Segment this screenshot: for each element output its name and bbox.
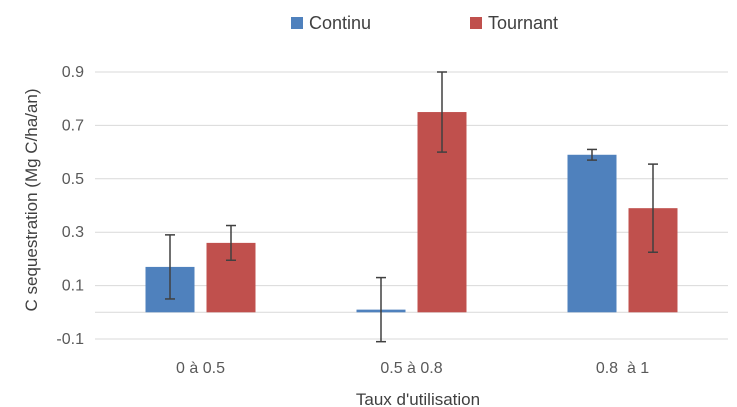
- y-tick-label: 0.1: [62, 278, 84, 295]
- legend-item-tournant: Tournant: [470, 10, 558, 36]
- legend-swatch-tournant: [470, 17, 482, 29]
- y-axis-title: C sequestration (Mg C/ha/an): [22, 89, 41, 312]
- x-tick-label: 0.5 à 0.8: [380, 360, 442, 377]
- bars: [145, 112, 678, 313]
- bar-continu: [567, 154, 617, 313]
- y-tick-label: 0.7: [62, 117, 84, 134]
- gridlines: [95, 71, 728, 340]
- y-tick-label: 0.5: [62, 171, 84, 188]
- legend-item-continu: Continu: [291, 10, 371, 36]
- legend: Continu Tournant: [0, 10, 737, 36]
- x-tick-labels: 0 à 0.5 0.5 à 0.8 0.8 à 1: [176, 360, 649, 377]
- y-tick-label: 0.9: [62, 64, 84, 81]
- legend-label-tournant: Tournant: [488, 12, 559, 33]
- x-tick-label: 0 à 0.5: [176, 360, 225, 377]
- x-axis-title: Taux d'utilisation: [356, 390, 480, 407]
- x-tick-label: 0.8 à 1: [596, 360, 649, 377]
- y-tick-label: 0.3: [62, 224, 84, 241]
- y-tick-labels: -0.1 0.1 0.3 0.5 0.7 0.9: [56, 64, 84, 348]
- legend-swatch-continu: [291, 17, 303, 29]
- legend-label-continu: Continu: [309, 12, 372, 33]
- error-bars: [165, 71, 658, 343]
- y-tick-label: -0.1: [56, 331, 84, 348]
